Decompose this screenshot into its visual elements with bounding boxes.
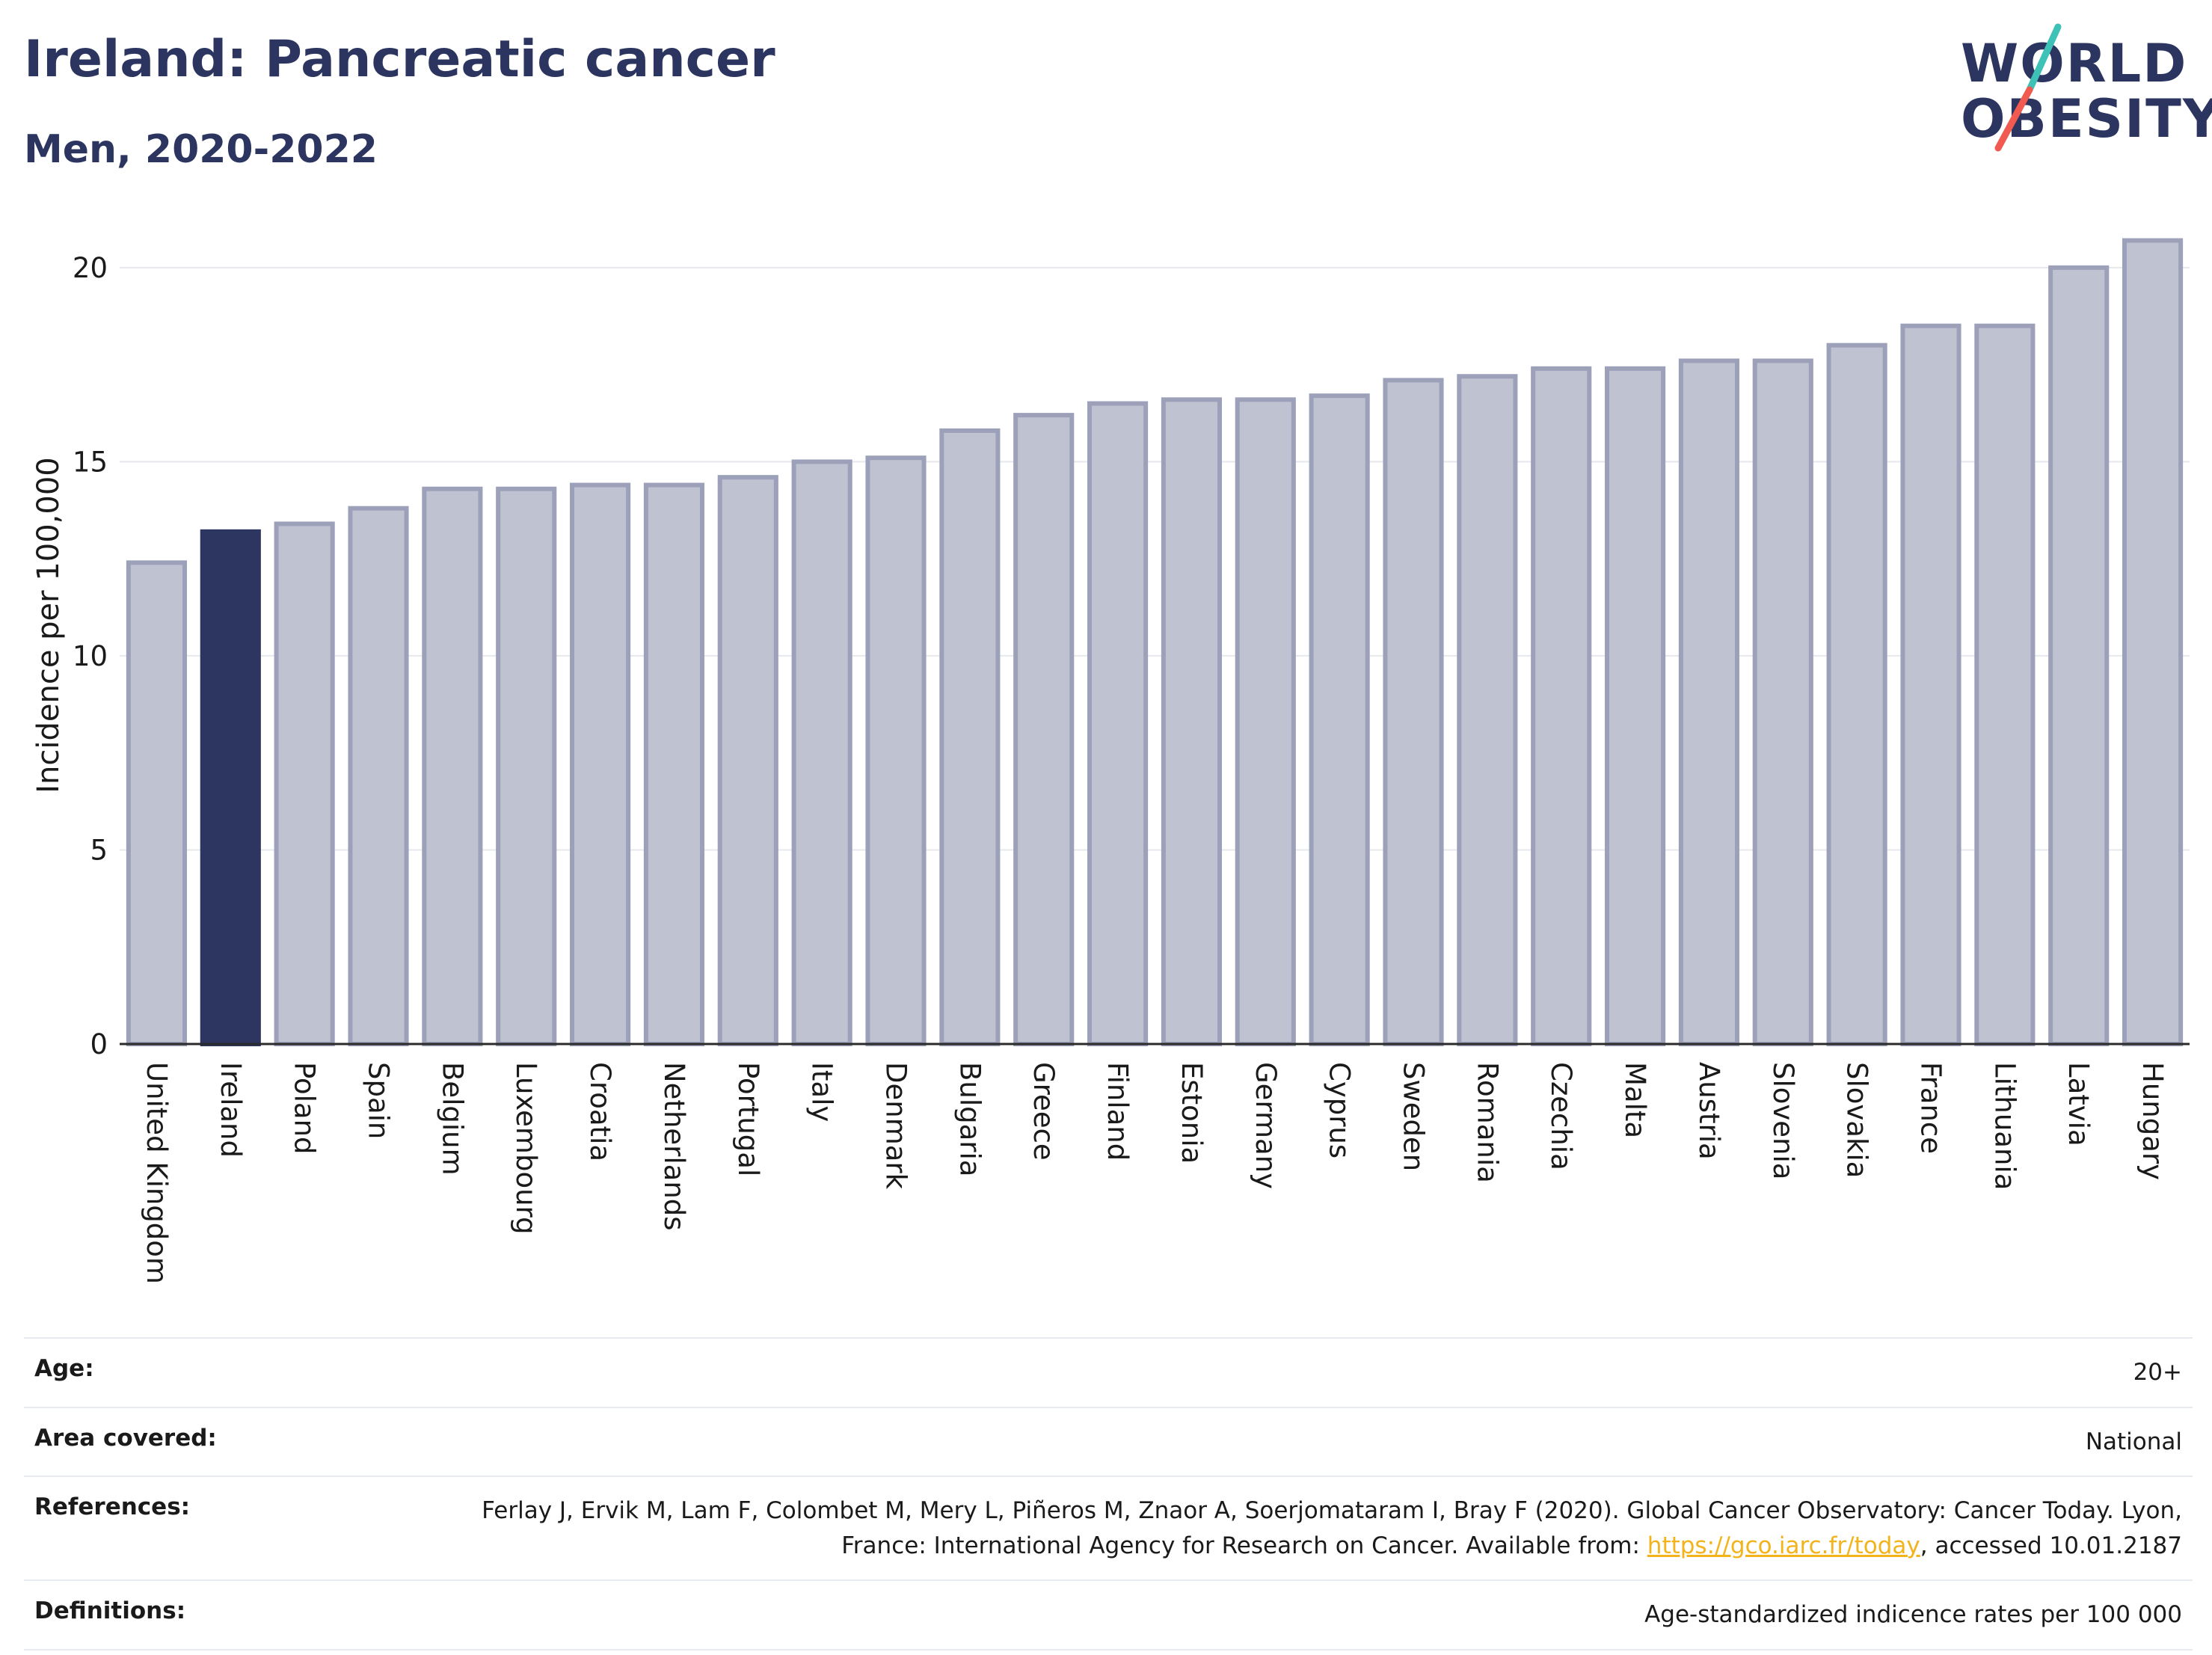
reference-link[interactable]: https://gco.iarc.fr/today bbox=[1647, 1532, 1920, 1559]
reference-text: Ferlay J, Ervik M, Lam F, Colombet M, Me… bbox=[482, 1497, 2182, 1559]
x-tick-label: Poland bbox=[289, 1062, 321, 1155]
bar-romania bbox=[1457, 374, 1518, 1046]
x-tick-label: Hungary bbox=[2136, 1062, 2169, 1180]
bar-croatia bbox=[570, 482, 631, 1046]
chart-subtitle: Men, 2020-2022 bbox=[24, 127, 378, 172]
bar-greece bbox=[1013, 413, 1075, 1046]
logo-slash-icon bbox=[1994, 23, 2062, 152]
bar-chart: 0 5 10 15 20 United Kingdom Ireland Poland Spain… bbox=[31, 238, 2190, 1284]
bar-slovenia bbox=[1752, 358, 1813, 1047]
bar-netherlands bbox=[643, 482, 704, 1046]
bar-germany bbox=[1235, 397, 1296, 1046]
x-tick-label: Portugal bbox=[732, 1062, 764, 1176]
bar-finland bbox=[1087, 401, 1149, 1046]
y-tick-label: 15 bbox=[73, 446, 108, 478]
x-tick-label: Bulgaria bbox=[953, 1062, 986, 1176]
meta-value-references: Ferlay J, Ervik M, Lam F, Colombet M, Me… bbox=[417, 1493, 2182, 1563]
bar-ireland bbox=[200, 529, 261, 1047]
bar-slovakia bbox=[1826, 343, 1887, 1046]
y-tick-label: 20 bbox=[73, 252, 108, 284]
bar-denmark bbox=[865, 455, 927, 1046]
bar-latvia bbox=[2048, 265, 2110, 1046]
x-tick-label: Germany bbox=[1250, 1062, 1282, 1189]
metadata-table: Age: 20+ Area covered: National Referenc… bbox=[24, 1337, 2193, 1651]
bar-lithuania bbox=[1974, 323, 2036, 1046]
x-tick-label: Ireland bbox=[215, 1062, 247, 1158]
x-tick-label: United Kingdom bbox=[141, 1062, 173, 1284]
x-tick-label: Estonia bbox=[1176, 1062, 1208, 1164]
x-tick-label: France bbox=[1915, 1062, 1947, 1154]
x-tick-label: Romania bbox=[1471, 1062, 1503, 1183]
meta-row-age: Age: 20+ bbox=[24, 1337, 2193, 1407]
x-tick-label: Netherlands bbox=[658, 1062, 690, 1231]
bar-hungary bbox=[2122, 238, 2184, 1046]
meta-row-definitions: Definitions: Age-standardized indicence … bbox=[24, 1579, 2193, 1651]
meta-value-definitions: Age-standardized indicence rates per 100… bbox=[1644, 1601, 2182, 1628]
logo-line-1: WORLD bbox=[1961, 33, 2188, 94]
chart-title: Ireland: Pancreatic cancer bbox=[24, 30, 775, 89]
x-tick-label: Lithuania bbox=[1988, 1062, 2021, 1190]
meta-label-age: Age: bbox=[34, 1355, 94, 1382]
x-tick-label: Finland bbox=[1102, 1062, 1134, 1161]
x-tick-label: Greece bbox=[1027, 1062, 1060, 1161]
x-tick-label: Latvia bbox=[2062, 1062, 2095, 1146]
x-tick-label: Spain bbox=[363, 1062, 395, 1139]
bar-france bbox=[1900, 323, 1961, 1046]
y-axis-label: Incidence per 100,000 bbox=[31, 457, 66, 793]
x-tick-label: Croatia bbox=[584, 1062, 616, 1161]
x-tick-label: Belgium bbox=[436, 1062, 468, 1176]
x-tick-label: Cyprus bbox=[1324, 1062, 1356, 1158]
reference-accessed: , accessed 10.01.2187 bbox=[1920, 1532, 2182, 1559]
meta-label-references: References: bbox=[34, 1493, 191, 1520]
y-tick-label: 0 bbox=[90, 1028, 108, 1060]
y-tick-label: 10 bbox=[73, 640, 108, 672]
bar-portugal bbox=[717, 475, 778, 1046]
bar-belgium bbox=[422, 486, 483, 1046]
x-tick-label: Slovenia bbox=[1767, 1062, 1799, 1179]
bar-bulgaria bbox=[939, 428, 1001, 1047]
meta-row-area: Area covered: National bbox=[24, 1406, 2193, 1476]
world-obesity-logo: WORLD OBESITY bbox=[1944, 21, 2212, 163]
axes: 0 5 10 15 20 United Kingdom Ireland Poland Spain… bbox=[73, 252, 2190, 1284]
meta-row-references: References: Ferlay J, Ervik M, Lam F, Co… bbox=[24, 1476, 2193, 1579]
bar-italy bbox=[791, 459, 852, 1047]
bar-sweden bbox=[1383, 378, 1444, 1046]
x-tick-label: Italy bbox=[806, 1062, 838, 1122]
bar-cyprus bbox=[1309, 393, 1370, 1046]
meta-label-area: Area covered: bbox=[34, 1424, 217, 1452]
bar-austria bbox=[1678, 358, 1739, 1047]
meta-value-area: National bbox=[2085, 1428, 2182, 1455]
x-tick-label: Malta bbox=[1619, 1062, 1651, 1138]
x-tick-label: Czechia bbox=[1545, 1062, 1577, 1170]
bar-czechia bbox=[1531, 366, 1592, 1046]
x-tick-label: Sweden bbox=[1398, 1062, 1430, 1171]
bar-luxembourg bbox=[496, 486, 557, 1046]
x-tick-label: Luxembourg bbox=[510, 1062, 542, 1235]
bar-united-kingdom bbox=[126, 560, 187, 1046]
x-tick-label: Denmark bbox=[880, 1062, 912, 1190]
x-tick-label: Austria bbox=[1693, 1062, 1725, 1160]
bars bbox=[126, 238, 2184, 1047]
meta-value-age: 20+ bbox=[2133, 1359, 2182, 1386]
meta-label-definitions: Definitions: bbox=[34, 1597, 186, 1624]
bar-spain bbox=[348, 506, 409, 1046]
bar-poland bbox=[274, 521, 335, 1046]
bar-estonia bbox=[1161, 397, 1222, 1046]
x-tick-label: Slovakia bbox=[1841, 1062, 1873, 1178]
bar-malta bbox=[1605, 366, 1666, 1046]
y-tick-label: 5 bbox=[90, 834, 108, 866]
